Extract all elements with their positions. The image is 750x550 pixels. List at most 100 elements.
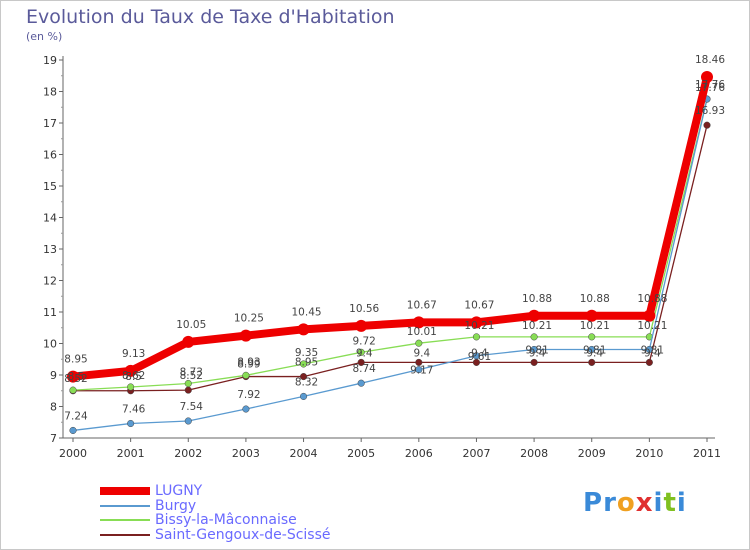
data-label: 9.81 xyxy=(525,344,548,356)
data-label: 8.73 xyxy=(180,367,203,379)
data-label: 10.88 xyxy=(522,293,552,305)
data-point xyxy=(184,417,192,425)
data-label: 9.81 xyxy=(583,344,606,356)
legend-swatch xyxy=(100,504,150,507)
series-line-1 xyxy=(72,98,708,432)
data-label: 10.67 xyxy=(407,299,437,311)
data-label: 17.76 xyxy=(695,79,725,91)
data-label: 10.45 xyxy=(292,306,322,318)
data-label: 10.21 xyxy=(522,320,552,332)
data-point xyxy=(585,309,598,322)
data-label: 10.05 xyxy=(176,319,206,331)
data-label: 10.88 xyxy=(637,293,667,305)
legend-swatch xyxy=(100,487,150,495)
data-label: 9.72 xyxy=(352,335,375,347)
x-tick-label: 2005 xyxy=(347,447,375,460)
data-label: 9.17 xyxy=(410,365,433,377)
data-point xyxy=(299,360,308,368)
data-label: 10.21 xyxy=(464,320,494,332)
chart-subtitle: (en %) xyxy=(26,30,63,43)
y-tick-label: 8 xyxy=(50,401,57,414)
data-point xyxy=(184,386,192,394)
data-label: 10.88 xyxy=(580,293,610,305)
data-label: 8.62 xyxy=(122,370,145,382)
x-tick-label: 2011 xyxy=(693,447,721,460)
logo-letter: r xyxy=(603,488,617,518)
data-point xyxy=(588,358,596,366)
legend-swatch xyxy=(100,533,150,536)
data-label: 8.32 xyxy=(295,376,318,388)
legend-swatch xyxy=(100,519,150,521)
series-line-2 xyxy=(72,98,708,391)
data-label: 8.93 xyxy=(237,357,260,369)
y-tick-label: 17 xyxy=(43,117,57,130)
data-label: 10.21 xyxy=(637,320,667,332)
data-label: 9.35 xyxy=(295,347,318,359)
series-line-0 xyxy=(72,76,711,381)
data-point xyxy=(242,371,250,379)
data-point xyxy=(703,121,711,129)
data-label: 8.52 xyxy=(64,373,87,385)
data-point xyxy=(588,333,596,341)
data-point xyxy=(239,329,252,342)
x-tick-label: 2002 xyxy=(174,447,202,460)
data-point xyxy=(588,345,596,354)
data-label: 8.95 xyxy=(64,354,87,366)
data-label: 9.4 xyxy=(529,347,546,359)
data-label: 8.95 xyxy=(295,357,318,369)
y-tick-label: 16 xyxy=(43,149,57,162)
y-tick-label: 12 xyxy=(43,275,57,288)
data-label: 7.46 xyxy=(122,404,146,416)
data-label: 9.4 xyxy=(586,347,603,359)
data-label: 7.92 xyxy=(237,389,260,401)
data-point xyxy=(242,405,250,413)
data-label: 9.4 xyxy=(356,347,373,359)
data-point xyxy=(415,339,423,347)
x-tick-label: 2007 xyxy=(462,447,490,460)
data-point xyxy=(415,366,423,374)
data-point xyxy=(530,358,538,366)
x-tick-label: 2009 xyxy=(578,447,606,460)
logo-letter: i xyxy=(653,488,664,518)
data-labels: 8.95 9.13 10.05 10.25 10.45 10.56 10.67 10.67 10… xyxy=(64,54,725,422)
data-point xyxy=(528,309,541,322)
data-label: 9.81 xyxy=(641,344,664,356)
logo-letter: x xyxy=(635,488,654,518)
legend-label: LUGNY xyxy=(155,483,203,499)
data-label: 8.52 xyxy=(180,370,203,382)
data-point xyxy=(645,345,653,354)
data-point xyxy=(67,370,79,383)
x-tick-label: 2004 xyxy=(290,447,318,460)
data-label: 16.93 xyxy=(695,105,725,117)
data-label: 10.56 xyxy=(349,303,379,315)
data-label: 8.5 xyxy=(125,371,142,383)
data-label: 8.74 xyxy=(352,363,376,375)
axes: 7 8 9 10 11 12 13 14 15 16 17 18 19 2000 2001 2002 2003 2… xyxy=(43,54,721,460)
line-chart: 7 8 9 10 11 12 13 14 15 16 17 18 19 2000 2001 2002 2003 2… xyxy=(43,54,725,460)
y-tick-label: 15 xyxy=(43,180,57,193)
series-line-3 xyxy=(73,125,708,392)
x-tick-label: 2001 xyxy=(117,447,145,460)
x-tick-label: 2000 xyxy=(59,447,87,460)
logo-letter: P xyxy=(583,488,604,518)
logo-letter: i xyxy=(676,488,687,518)
data-label: 9.4 xyxy=(471,347,488,359)
data-point xyxy=(69,426,77,434)
data-point xyxy=(645,358,653,366)
data-label: 17.76 xyxy=(695,82,725,94)
data-point xyxy=(701,71,713,84)
data-label: 9.4 xyxy=(413,347,430,359)
y-tick-label: 10 xyxy=(43,338,57,351)
data-point xyxy=(357,348,365,356)
data-point xyxy=(299,373,308,381)
data-point xyxy=(69,386,77,394)
data-point xyxy=(127,419,135,428)
logo-letter: t xyxy=(663,488,677,518)
data-point xyxy=(472,333,481,341)
x-tick-label: 2003 xyxy=(232,447,260,460)
data-point xyxy=(472,352,481,360)
data-point xyxy=(299,392,308,400)
series-lines xyxy=(67,71,713,434)
data-label: 9.61 xyxy=(468,351,491,363)
data-point xyxy=(297,323,310,336)
